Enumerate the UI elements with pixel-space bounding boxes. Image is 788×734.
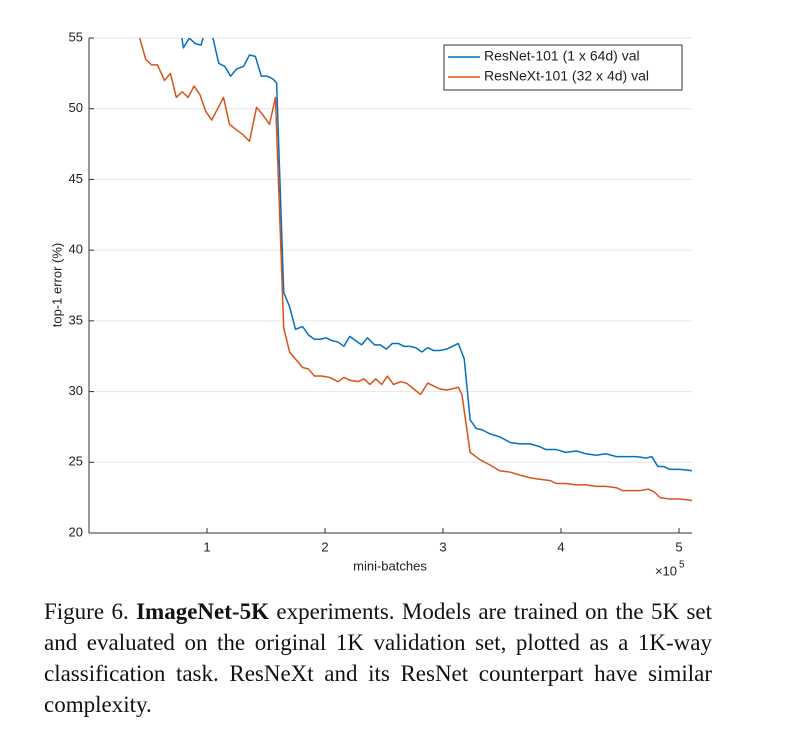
x-tick-label: 2	[321, 539, 328, 554]
y-tick-label: 35	[69, 312, 83, 327]
x-tick-label: 5	[675, 539, 682, 554]
y-tick-label: 30	[69, 383, 83, 398]
y-tick-label: 45	[69, 171, 83, 186]
legend-box	[443, 44, 683, 91]
chart: top-1 error (%) mini-batches ×10 5 20253…	[49, 29, 693, 578]
y-tick-label: 55	[69, 29, 83, 44]
y-axis-label: top-1 error (%)	[49, 243, 64, 328]
y-tick-label: 20	[69, 524, 83, 539]
x-tick-label: 1	[203, 539, 210, 554]
y-tick-label: 50	[69, 100, 83, 115]
x-scale-exponent: 5	[679, 560, 685, 571]
caption-text: experiments. Models are trained on the 5…	[44, 599, 712, 717]
caption-bold: ImageNet-5K	[136, 599, 269, 624]
series-line	[139, 38, 693, 502]
caption: Figure 6. ImageNet-5K experiments. Model…	[44, 596, 712, 720]
caption-label: Figure 6.	[44, 599, 129, 624]
y-tick-label: 25	[69, 454, 83, 469]
y-tick-label: 40	[69, 242, 83, 257]
series-line	[181, 38, 693, 472]
legend-label: ResNet-101 (1 x 64d) val	[484, 48, 640, 64]
x-tick-label: 4	[557, 539, 564, 554]
legend-label: ResNeXt-101 (32 x 4d) val	[484, 68, 649, 84]
x-axis-label: mini-batches	[353, 558, 427, 573]
plot-area	[139, 38, 693, 502]
x-tick-label: 3	[439, 539, 446, 554]
x-scale-base: ×10	[655, 563, 677, 578]
